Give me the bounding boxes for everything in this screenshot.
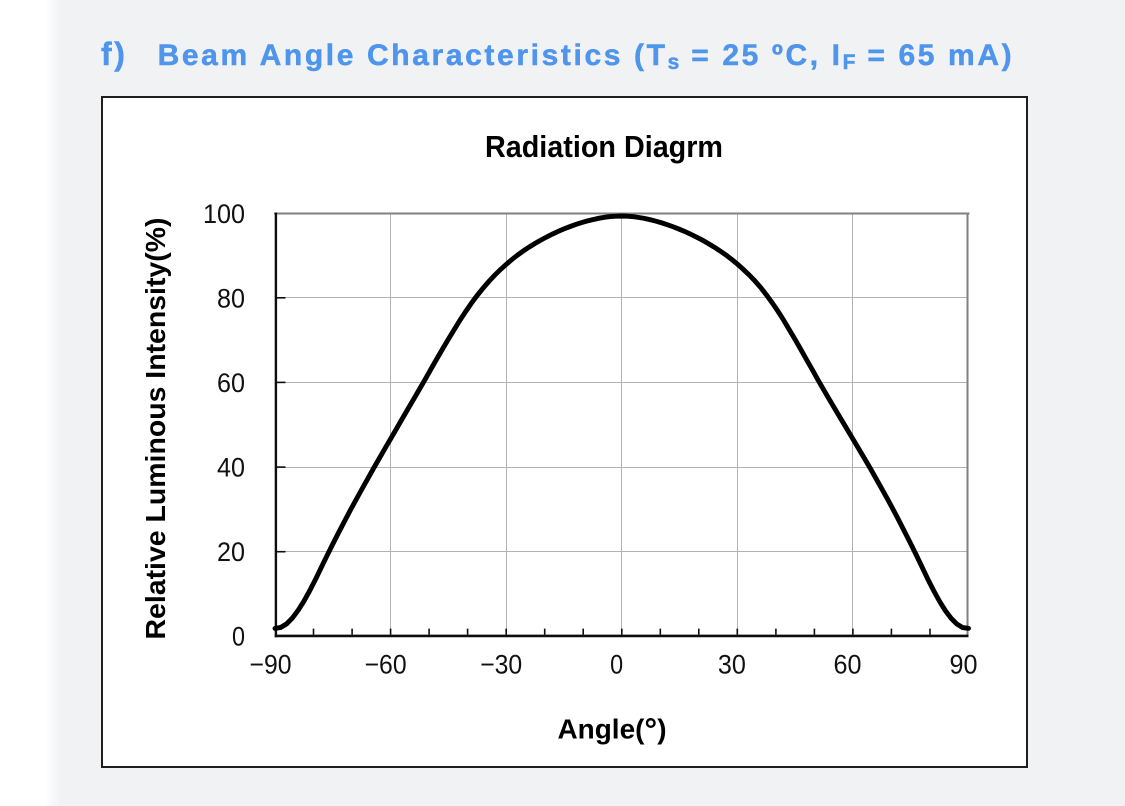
- svg-text:60: 60: [834, 650, 862, 680]
- svg-text:−30: −30: [480, 650, 522, 680]
- svg-text:90: 90: [950, 650, 978, 680]
- svg-text:100: 100: [203, 199, 245, 229]
- svg-text:Relative Luminous Intensity(%): Relative Luminous Intensity(%): [140, 217, 171, 639]
- svg-text:80: 80: [217, 283, 245, 313]
- svg-text:Radiation Diagrm: Radiation Diagrm: [485, 129, 723, 164]
- svg-text:Angle(°): Angle(°): [558, 711, 667, 747]
- svg-text:0: 0: [610, 650, 623, 680]
- svg-text:20: 20: [217, 537, 245, 567]
- svg-text:−60: −60: [365, 650, 407, 680]
- svg-text:30: 30: [718, 650, 746, 680]
- svg-text:40: 40: [217, 453, 245, 483]
- svg-text:0: 0: [232, 622, 245, 652]
- svg-text:−90: −90: [250, 650, 292, 680]
- svg-text:60: 60: [217, 368, 245, 398]
